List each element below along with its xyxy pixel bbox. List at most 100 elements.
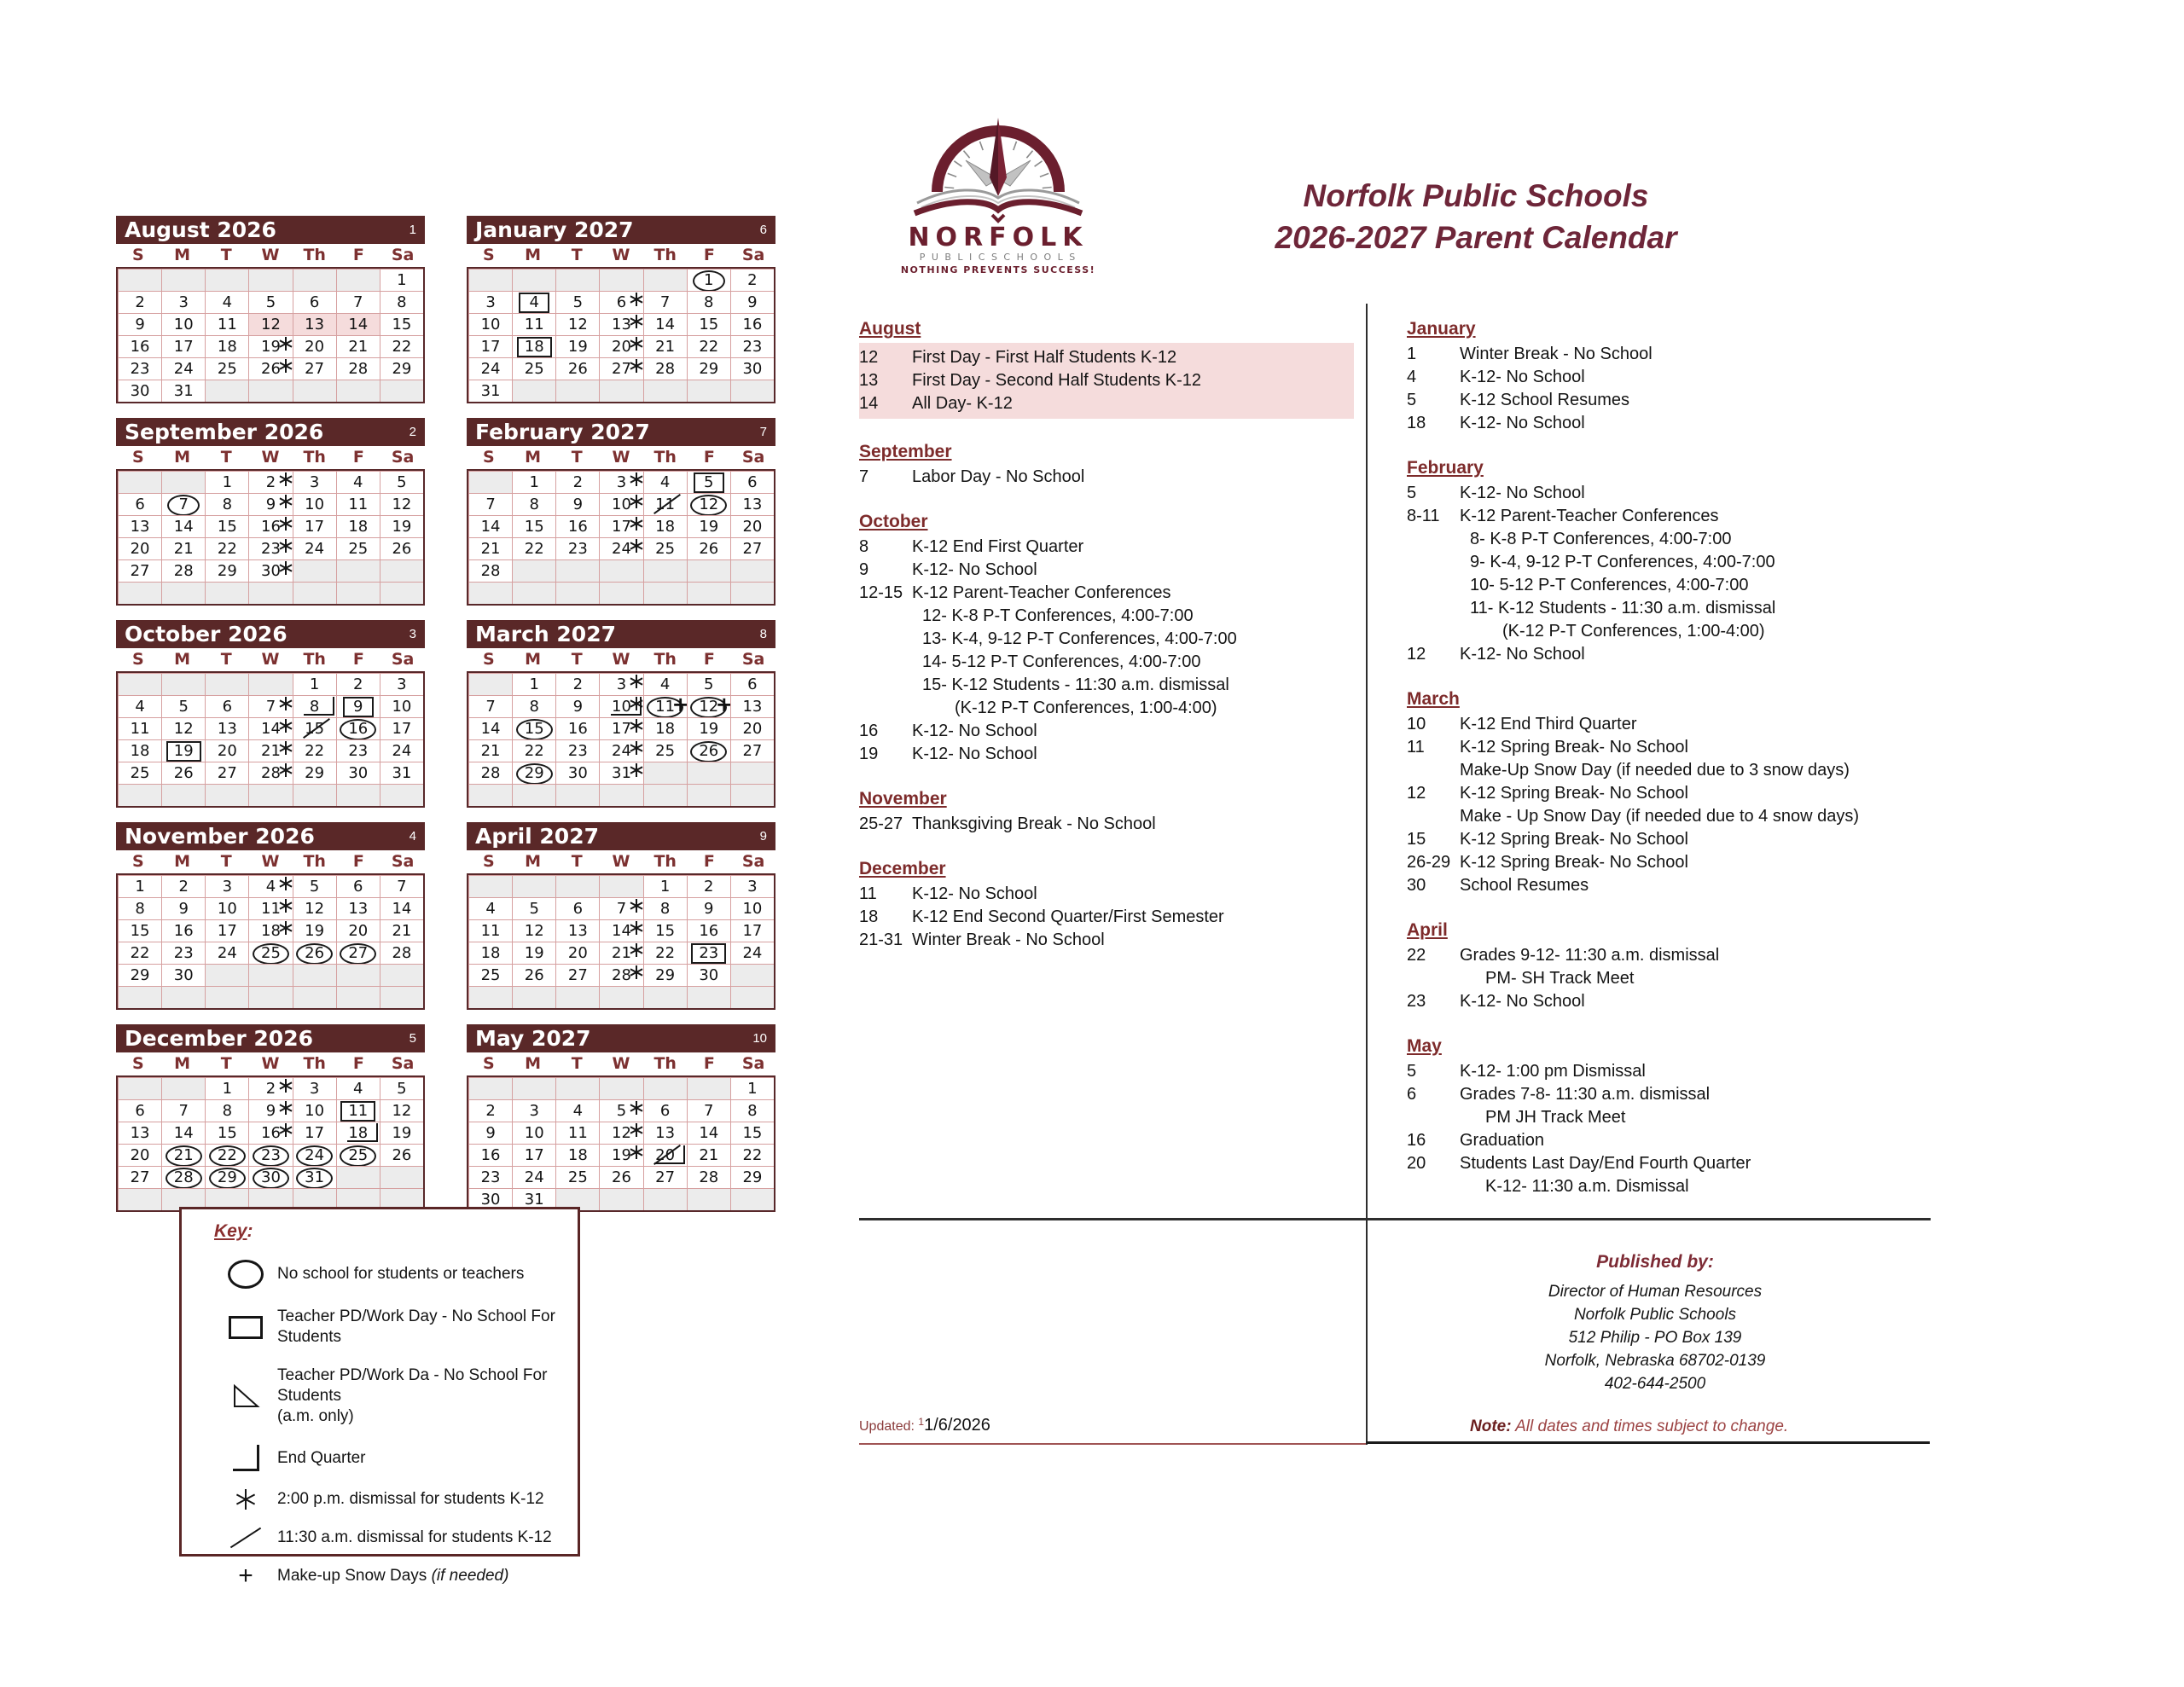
event-date: [1407, 805, 1460, 828]
dismissal-star-mark: [284, 697, 287, 710]
day-number: 20: [305, 338, 325, 356]
day-number: 19: [699, 518, 719, 536]
day-number: 15: [217, 518, 237, 536]
day-number: 3: [529, 1102, 539, 1120]
event-row: 5 K-12- No School: [1407, 482, 1923, 505]
event-row: 7 Labor Day - No School: [859, 466, 1354, 489]
event-date: 23: [1407, 992, 1426, 1011]
weekday-label: Th: [303, 852, 326, 871]
event-date: [1407, 1106, 1460, 1129]
events-month-heading: December: [859, 859, 946, 878]
calendar-day-cell: 20: [118, 537, 162, 559]
event-text: Winter Break - No School: [912, 930, 1105, 949]
day-number: 17: [305, 1124, 325, 1142]
events-section: January 1 Winter Break - No School 4 K-12- N…: [1407, 319, 1923, 435]
weekday-label: T: [571, 650, 583, 669]
calendar-empty-cell: [292, 380, 336, 402]
event-text: K-12 End Third Quarter: [1460, 715, 1637, 733]
day-number: 9: [135, 316, 145, 333]
event-row: 15- K-12 Students - 11:30 a.m. dismissal: [859, 674, 1354, 697]
calendar-empty-cell: [161, 1188, 206, 1210]
calendar-empty-cell: [729, 986, 774, 1008]
calendar-day-cell: 3: [599, 471, 643, 493]
day-number: 28: [699, 1168, 719, 1186]
calendar-empty-cell: [686, 784, 730, 806]
day-number: 3: [616, 675, 627, 693]
day-number: 5: [397, 473, 407, 491]
weekday-label: F: [703, 852, 715, 871]
day-number: 3: [309, 473, 320, 491]
calendar-day-cell: 7: [335, 291, 380, 313]
day-number: 24: [392, 742, 412, 760]
weekday-label: M: [174, 1054, 191, 1073]
dismissal-star-mark: [284, 877, 287, 890]
day-number: 21: [261, 742, 281, 760]
calendar-day-cell: 7: [468, 695, 513, 717]
event-date: 4: [1407, 368, 1417, 386]
event-text: Grades 7-8- 11:30 a.m. dismissal: [1460, 1085, 1711, 1104]
event-text: Make - Up Snow Day (if needed due to 4 s…: [1460, 807, 1860, 826]
weekday-label: Sa: [391, 852, 415, 871]
day-number: 30: [348, 764, 369, 782]
day-number: 8: [222, 1102, 233, 1120]
calendar-day-cell: 1: [512, 471, 556, 493]
calendar-empty-cell: [118, 471, 162, 493]
day-number: 27: [567, 966, 588, 984]
day-number: 5: [693, 472, 724, 493]
calendar-day-cell: 27: [118, 1166, 162, 1188]
events-month-heading: April: [1407, 920, 1448, 940]
calendar-day-cell: 9: [335, 695, 380, 717]
day-number: 7: [167, 495, 200, 516]
key-items: No school for students or teachers Teache…: [214, 1260, 569, 1589]
day-number: 11: [524, 316, 544, 333]
day-number: 10: [217, 900, 237, 918]
day-number: 23: [253, 1145, 289, 1167]
calendar-weekday-row: S M T W Th F Sa: [467, 1052, 775, 1075]
weekday-label: Sa: [741, 852, 765, 871]
calendar-day-cell: 29: [379, 357, 423, 380]
weekday-label: Sa: [391, 448, 415, 467]
event-row: 6 Grades 7-8- 11:30 a.m. dismissal: [1407, 1083, 1923, 1106]
calendar-day-cell: 14: [468, 717, 513, 739]
event-text: 11- K-12 Students - 11:30 a.m. dismissal: [1470, 599, 1776, 617]
weekday-label: F: [703, 246, 715, 264]
updated-date: Updated: 11/6/2026: [859, 1416, 990, 1435]
calendar-empty-cell: [555, 986, 600, 1008]
day-number: 13: [612, 316, 631, 333]
event-text: K-12- No School: [912, 722, 1037, 740]
day-number: 19: [305, 922, 325, 940]
day-number: 13: [305, 316, 325, 333]
key-item: 2:00 p.m. dismissal for students K-12: [214, 1489, 569, 1510]
calendar-day-cell: 25: [335, 1144, 380, 1167]
calendar-day-cell: 17: [292, 1122, 336, 1144]
calendar-day-cell: 21: [599, 942, 643, 964]
weekday-label: W: [612, 650, 630, 669]
calendar-empty-cell: [642, 269, 687, 291]
day-number: 2: [265, 1080, 276, 1098]
event-date: [859, 697, 912, 720]
calendar-day-cell: 11: [555, 1122, 600, 1144]
day-number: 15: [515, 719, 553, 740]
calendar-day-cell: 2: [555, 471, 600, 493]
event-text: School Resumes: [1460, 876, 1589, 895]
calendar-empty-cell: [599, 1188, 643, 1210]
weekday-label: W: [261, 852, 280, 871]
event-row: 5 K-12- 1:00 pm Dismissal: [1407, 1060, 1923, 1083]
day-number: 10: [173, 316, 194, 333]
day-number: 22: [699, 338, 719, 356]
calendar-day-cell: 16: [161, 919, 206, 942]
day-number: 29: [655, 966, 676, 984]
day-number: 27: [742, 742, 763, 760]
event-row: 14- 5-12 P-T Conferences, 4:00-7:00: [859, 651, 1354, 674]
weekday-label: S: [132, 852, 144, 871]
events-section: April 22 Grades 9-12- 11:30 a.m. dismissal…: [1407, 920, 1923, 1013]
key-item: + Make-up Snow Days (if needed): [214, 1563, 569, 1589]
day-number: 24: [305, 540, 325, 558]
day-number: 25: [217, 360, 237, 378]
calendar-day-cell: 27: [205, 762, 249, 784]
day-number: 5: [572, 293, 584, 311]
calendar-day-cell: 14: [161, 515, 206, 537]
calendar-day-cell: 5: [248, 291, 293, 313]
calendar-weekday-row: S M T W Th F Sa: [116, 446, 425, 469]
calendar-day-cell: 25: [205, 357, 249, 380]
